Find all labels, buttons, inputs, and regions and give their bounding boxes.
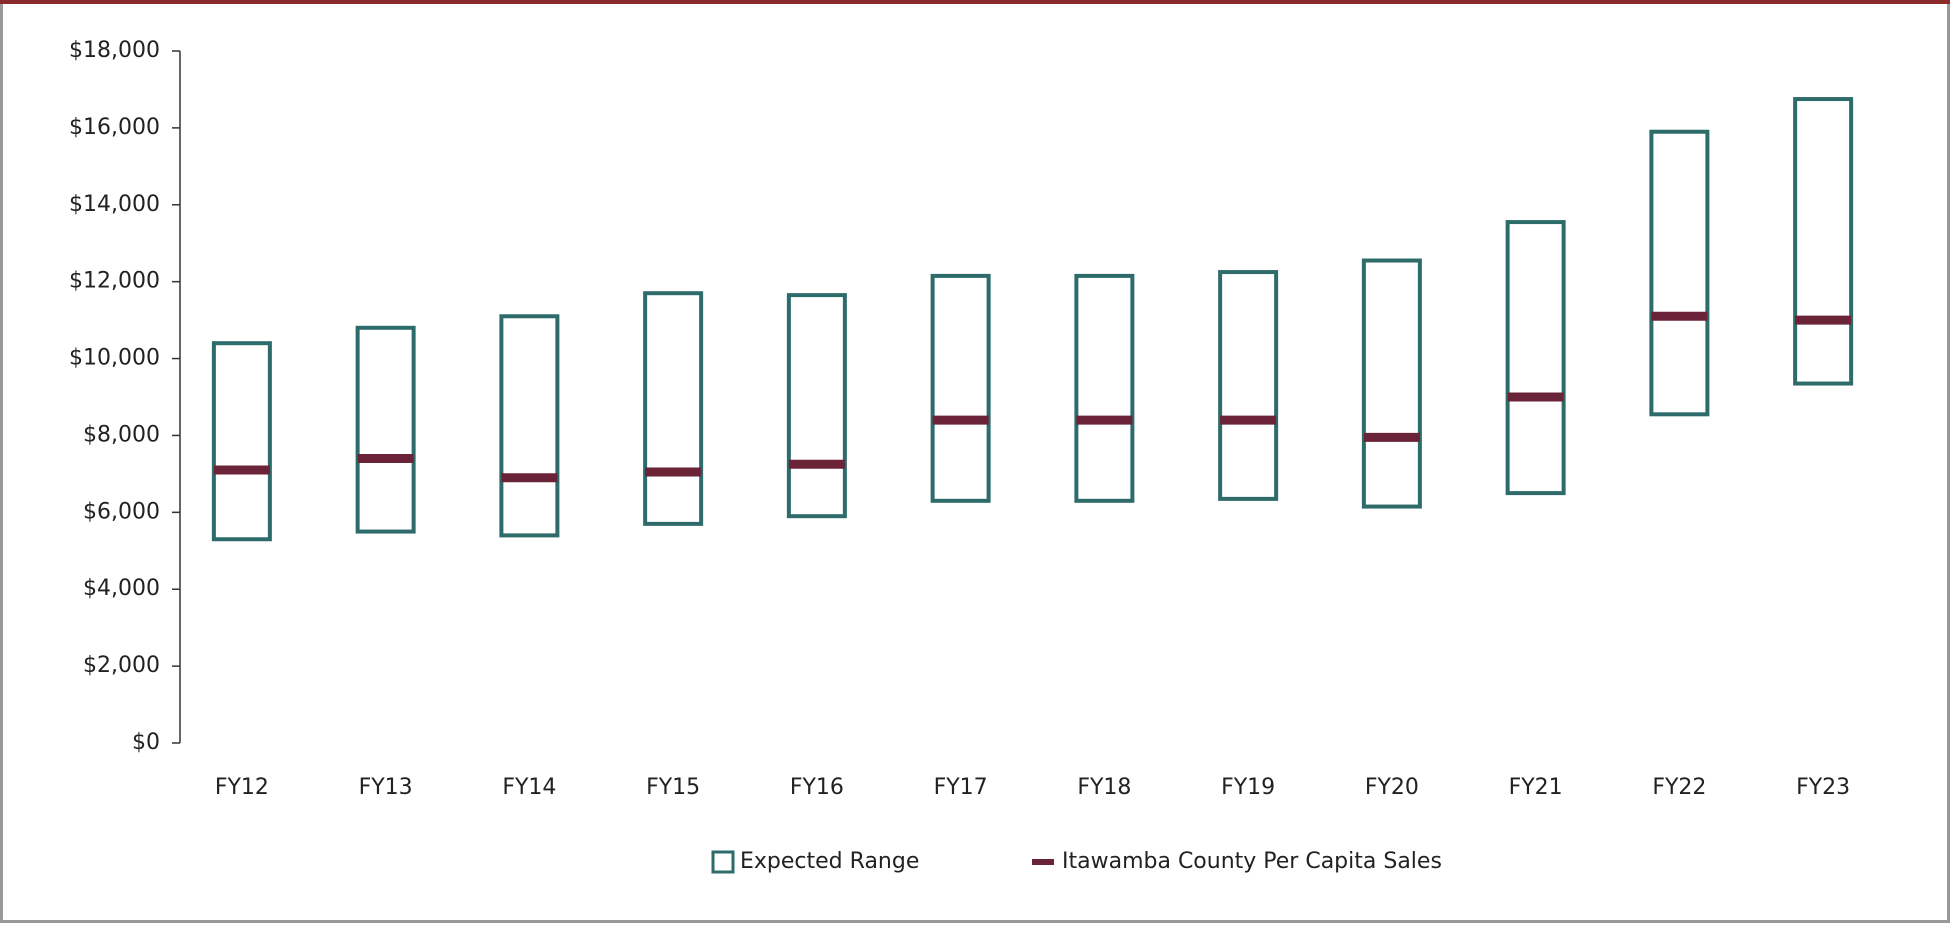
y-tick-label: $2,000 — [83, 653, 160, 678]
y-tick-label: $10,000 — [69, 346, 160, 371]
y-tick-label: $4,000 — [83, 576, 160, 601]
x-tick-label: FY22 — [1652, 775, 1706, 800]
y-tick-label: $18,000 — [69, 38, 160, 63]
range-box — [1218, 270, 1279, 501]
x-tick-label: FY19 — [1221, 775, 1275, 800]
range-box — [1074, 273, 1135, 503]
y-tick-label: $12,000 — [69, 269, 160, 294]
x-tick-label: FY23 — [1796, 775, 1850, 800]
range-box — [211, 341, 272, 542]
range-box — [1505, 220, 1566, 496]
x-tick-label: FY13 — [359, 775, 413, 800]
range-box — [930, 273, 991, 503]
legend-label: Expected Range — [740, 849, 919, 874]
x-tick-label: FY14 — [502, 775, 556, 800]
x-tick-label: FY15 — [646, 775, 700, 800]
top-rule — [0, 0, 1950, 4]
legend-swatch — [711, 850, 735, 874]
legend-label: Itawamba County Per Capita Sales — [1062, 849, 1442, 874]
x-tick-label: FY12 — [215, 775, 269, 800]
range-box — [1361, 258, 1422, 509]
range-box — [786, 293, 847, 519]
range-box — [1649, 129, 1710, 417]
range-box — [643, 291, 704, 526]
x-tick-label: FY17 — [934, 775, 988, 800]
range-box — [499, 314, 560, 538]
y-tick-label: $0 — [132, 730, 160, 755]
y-tick-label: $6,000 — [83, 499, 160, 524]
x-tick-label: FY18 — [1077, 775, 1131, 800]
y-tick-label: $8,000 — [83, 422, 160, 447]
range-box — [1793, 97, 1854, 386]
y-tick-label: $16,000 — [69, 115, 160, 140]
x-tick-label: FY21 — [1509, 775, 1563, 800]
y-tick-label: $14,000 — [69, 192, 160, 217]
x-tick-label: FY16 — [790, 775, 844, 800]
x-tick-label: FY20 — [1365, 775, 1419, 800]
range-box — [355, 325, 416, 534]
